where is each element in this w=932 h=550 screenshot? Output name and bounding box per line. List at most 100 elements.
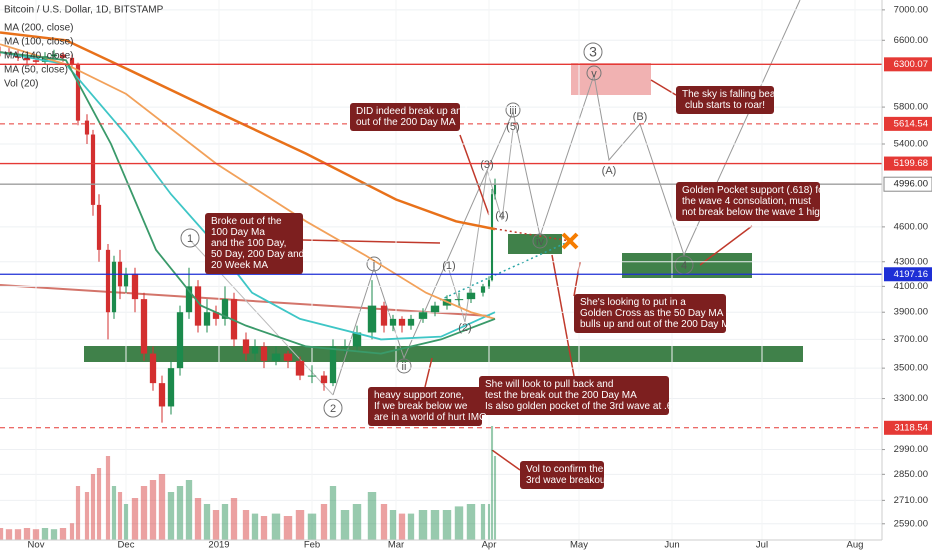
y-tick-label: 3500.00 <box>894 363 928 374</box>
volume-bar <box>487 504 491 540</box>
candle-body <box>69 57 75 65</box>
candle-body <box>41 56 49 62</box>
candle-body <box>194 286 202 326</box>
legend-entry: MA (200, close) <box>4 23 73 34</box>
candle-body <box>105 249 111 313</box>
wave-label: v <box>591 68 597 80</box>
annotation-line: out of the 200 Day MA <box>356 117 456 128</box>
candle-body <box>430 305 440 313</box>
volume-bar <box>490 426 494 540</box>
candle-body <box>212 312 220 319</box>
volume-bar <box>307 513 317 540</box>
volume-bar <box>69 523 75 540</box>
x-tick-label: Mar <box>388 540 404 550</box>
annotation-line: and the 100 Day, <box>211 238 287 249</box>
wave-label: iii <box>509 105 516 117</box>
legend-entry: Vol (20) <box>4 79 38 90</box>
price-label-box <box>884 57 932 72</box>
volume-bar <box>352 504 362 540</box>
x-tick-label: Nov <box>28 540 45 550</box>
volume-bar <box>260 516 268 540</box>
trendline <box>0 284 491 317</box>
annotation-line: not break below the wave 1 high <box>682 207 826 218</box>
candle-body <box>260 346 268 361</box>
zone <box>508 234 562 254</box>
annotation: Vol to confirm the 3rd wave breakout <box>520 461 609 489</box>
volume-bar <box>230 498 238 540</box>
pointer <box>699 225 753 266</box>
wave-circle <box>505 102 521 118</box>
y-tick-label: 2710.00 <box>894 495 928 506</box>
candle-body <box>251 346 259 354</box>
volume-bar <box>203 504 211 540</box>
ma-line <box>0 51 496 355</box>
volume-bar <box>149 480 157 540</box>
annotation: She will look to pull back and test the b… <box>479 376 683 415</box>
annotation-line: Broke out of the <box>211 216 282 227</box>
candle-body <box>90 134 96 205</box>
y-tick-label: 3300.00 <box>894 393 928 404</box>
legend-entry: MA (100, close) <box>4 37 73 48</box>
annotation: DID indeed break up and out of the 200 Da… <box>350 103 467 131</box>
candle-body <box>23 57 31 61</box>
annotation-line: club starts to roar! <box>684 100 766 111</box>
wave-label: ii <box>402 361 407 373</box>
candle-body <box>158 383 166 407</box>
price-label: 3118.54 <box>894 422 928 433</box>
annotation: heavy support zone, If we break below we a… <box>368 387 487 426</box>
candle-body <box>295 360 305 376</box>
legend-entry: MA (50, close) <box>4 65 68 76</box>
volume-bar <box>117 492 123 540</box>
x-tick-label: 2019 <box>208 540 229 550</box>
volume-bar <box>329 486 337 540</box>
price-label: 4197.16 <box>894 269 928 280</box>
annotation-line: She will look to pull back and <box>485 379 614 390</box>
volume-bar <box>367 492 377 540</box>
annotation-line: 3rd wave breakout <box>526 475 609 486</box>
x-marker <box>561 232 579 250</box>
volume-bar <box>0 528 4 540</box>
annotation-line: heavy support zone, <box>374 390 465 401</box>
volume-bar <box>340 510 350 540</box>
price-label-box <box>884 156 932 171</box>
wave-path <box>448 129 514 323</box>
candle-body <box>167 368 175 407</box>
y-tick-label: 4100.00 <box>894 281 928 292</box>
annotation: The sky is falling bear club starts to ro… <box>676 86 779 114</box>
volume-bar <box>212 510 220 540</box>
candle-body <box>96 204 102 250</box>
candle-body <box>50 54 58 57</box>
ma-line <box>0 51 496 341</box>
candle-body <box>493 184 497 195</box>
candle-body <box>123 273 129 287</box>
candle-body <box>75 64 81 121</box>
candle-body <box>59 54 67 58</box>
candle-body <box>389 318 397 326</box>
x-tick-label: Dec <box>118 540 135 550</box>
volume-bar <box>242 510 250 540</box>
annotation-line: 100 Day Ma <box>211 227 265 238</box>
y-tick-label: 6600.00 <box>894 35 928 46</box>
annotation-line: If we break below we <box>374 401 468 412</box>
candle-body <box>340 346 350 348</box>
candle-body <box>242 339 250 354</box>
wave-label: (4) <box>495 210 508 222</box>
wave-labels: 1 2 3 4 i ii iii iv v (1) (2) (3) (4) (5… <box>187 44 687 415</box>
volume-bar <box>185 480 193 540</box>
volume-bar <box>295 510 305 540</box>
volume-bar <box>221 504 229 540</box>
volume-bar <box>407 513 415 540</box>
legend: MA (200, close) MA (100, close) MA (140, c… <box>4 23 73 90</box>
volume-bar <box>32 529 40 540</box>
candle-body <box>32 60 40 62</box>
annotation-line: Golden Pocket support (.618) for <box>682 185 828 196</box>
y-tick-label: 4600.00 <box>894 221 928 232</box>
candle-body <box>131 273 139 300</box>
volume-bar <box>123 504 129 540</box>
legend-entry: MA (140, close) <box>4 51 73 62</box>
annotation-line: bulls up and out of the 200 Day MA <box>580 319 737 330</box>
wave-label: (3) <box>480 159 493 171</box>
y-tick-label: 2990.00 <box>894 444 928 455</box>
price-label: 5614.54 <box>894 118 928 129</box>
y-tick-label: 5800.00 <box>894 102 928 113</box>
